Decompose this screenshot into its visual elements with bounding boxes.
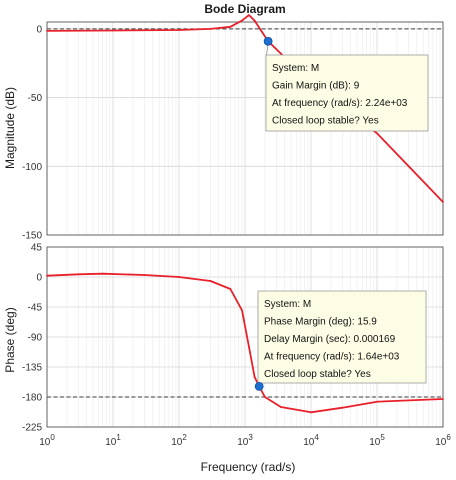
magnitude-annotation-box [265,54,429,132]
magnitude-plot: 0 -50 -100 -150 System: M Gain Margin (dB): 9… [22,14,444,242]
phase-axes-frame [46,246,444,428]
magnitude-ytick-label: 0 [36,24,42,35]
magnitude-data-point [280,52,282,55]
phase-data-point [280,406,282,408]
phase-ytick-label: -45 [28,303,43,314]
phase-annotation-line: Closed loop stable? Yes [264,369,371,380]
magnitude-annotation-line: System: M [272,63,319,74]
magnitude-ytick-label: -150 [22,231,42,242]
phase-data-point [77,273,80,276]
chart-title: Bode Diagram [204,2,285,16]
magnitude-data-point [253,19,256,22]
phase-data-point [341,406,344,409]
phase-axis-label: Phase (deg) [3,307,17,372]
magnitude-ytick-label: -50 [28,93,43,104]
magnitude-annotation-line: At frequency (rad/s): 2.24e+03 [272,98,408,109]
phase-plot: 45 0 -45 -90 -135 -180 -225 System: M Phase Marg… [22,243,451,449]
magnitude-data-point [260,30,263,33]
magnitude-data-point [229,25,232,28]
frequency-tick-label: 106 [435,433,451,448]
magnitude-data-point [376,132,378,135]
frequency-tick-label: 105 [369,433,385,448]
frequency-tick-label: 100 [39,433,55,448]
magnitude-ytick-label: -100 [22,162,42,173]
magnitude-annotation-line: Closed loop stable? Yes [272,116,379,127]
magnitude-data-point [46,30,48,32]
phase-data-point [253,376,256,378]
phase-data-point [442,398,444,400]
phase-data-point [46,274,48,277]
frequency-tick-label: 103 [237,433,253,448]
magnitude-axes-frame [46,21,444,236]
phase-data-point [241,309,243,312]
phase-annotation-line: Delay Margin (sec): 0.000169 [264,334,396,345]
magnitude-data-point [178,29,180,31]
magnitude-data-point [241,19,243,22]
magnitude-data-point [442,201,444,203]
frequency-axis-label: Frequency (rad/s) [201,460,296,474]
magnitude-data-point [209,27,212,30]
magnitude-annotation-line: Gain Margin (dB): 9 [272,81,360,92]
phase-annotation-box [257,290,427,384]
phase-ytick-label: -135 [22,363,42,374]
phase-data-point [263,396,266,398]
phase-data-point [310,411,312,414]
frequency-tick-label: 102 [171,433,187,448]
phase-data-point [209,280,212,282]
phase-data-point [248,346,250,348]
phase-ytick-label: 45 [31,243,43,254]
phase-ytick-label: -90 [28,333,43,344]
phase-annotation-line: At frequency (rad/s): 1.64e+03 [264,352,400,363]
phase-data-point [376,400,378,403]
phase-ytick-label: -225 [22,423,42,434]
magnitude-data-point [112,29,114,32]
phase-annotation-line: Phase Margin (deg): 15.9 [264,317,377,328]
phase-ytick-label: 0 [36,273,42,284]
phase-ytick-label: -180 [22,393,42,404]
phase-margin-marker[interactable] [254,381,264,391]
phase-data-point [143,274,146,276]
phase-data-point [101,272,104,275]
magnitude-data-point [248,14,250,17]
frequency-tick-label: 104 [303,433,319,448]
phase-data-point [178,276,180,278]
phase-annotation-line: System: M [264,299,311,310]
frequency-tick-label: 101 [105,433,121,448]
magnitude-axis-label: Magnitude (dB) [3,87,17,169]
magnitude-margin-marker[interactable] [263,36,273,46]
phase-data-point [229,288,232,290]
